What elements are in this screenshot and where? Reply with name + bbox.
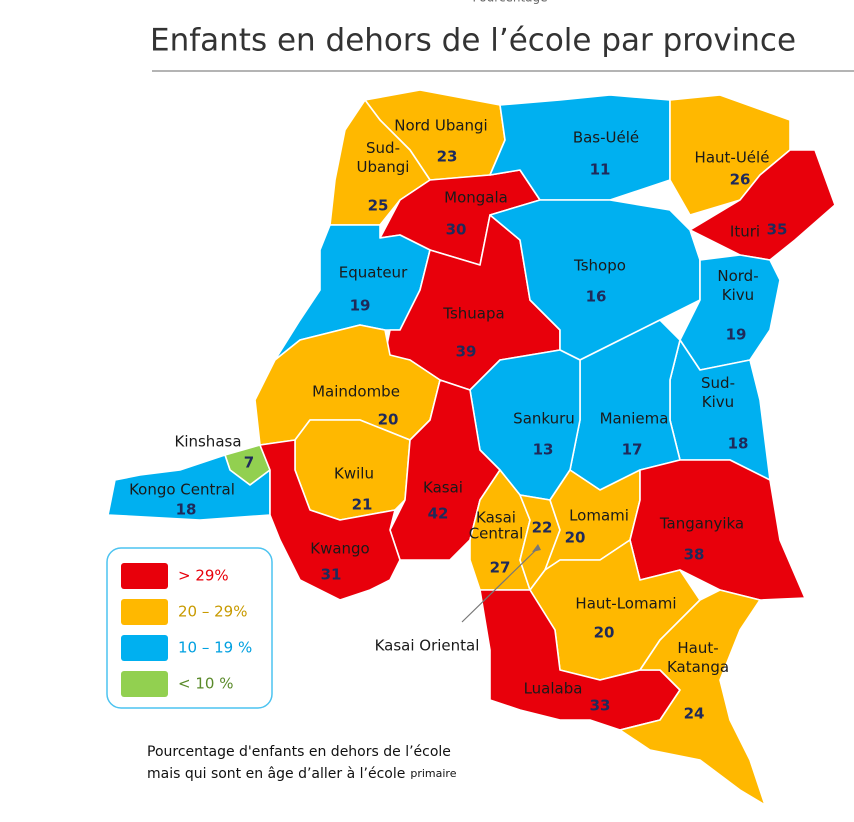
- province-name: Sud-: [701, 374, 735, 392]
- province-value: 25: [368, 197, 389, 215]
- province-name: Kasai Oriental: [375, 637, 480, 655]
- province-name: Kwango: [310, 540, 370, 558]
- province-name: Nord Ubangi: [394, 117, 487, 135]
- province-name: Equateur: [339, 264, 408, 282]
- legend-swatch: [121, 599, 168, 625]
- legend-label: < 10 %: [178, 675, 233, 693]
- province-value: 22: [532, 519, 553, 537]
- province-name: Haut-Uélé: [695, 149, 770, 167]
- province-name: Central: [469, 525, 524, 543]
- province: [679, 254, 781, 371]
- province-value: 19: [350, 297, 371, 315]
- province-name: Kasai: [423, 479, 463, 497]
- province-value: 31: [321, 566, 342, 584]
- province-value: 33: [590, 697, 611, 715]
- province-value: 18: [728, 435, 749, 453]
- province-name: Lomami: [569, 507, 629, 525]
- province-name: Sud-: [366, 139, 400, 157]
- province-value: 17: [622, 441, 643, 459]
- province-name: Ubangi: [357, 158, 410, 176]
- province-name: Kivu: [722, 286, 754, 304]
- province-name: Kinshasa: [174, 433, 241, 451]
- province-name: Maindombe: [312, 383, 400, 401]
- footnote-line2: mais qui sont en âge d’aller à l’école pr…: [147, 766, 457, 782]
- province-value: 18: [176, 501, 197, 519]
- province-value: 20: [594, 624, 615, 642]
- legend-label: > 29%: [178, 567, 229, 585]
- province-name: Katanga: [667, 658, 729, 676]
- legend-label: 20 – 29%: [178, 603, 247, 621]
- province-value: 38: [684, 546, 705, 564]
- province-value: 20: [565, 529, 586, 547]
- footnote-small: primaire: [410, 767, 456, 780]
- province-name: Sankuru: [513, 410, 575, 428]
- province-value: 35: [767, 221, 788, 239]
- province-name: Ituri: [730, 223, 760, 241]
- legend-label: 10 – 19 %: [178, 639, 252, 657]
- province-value: 11: [590, 161, 611, 179]
- province-name: Lualaba: [524, 680, 583, 698]
- province-name: Tanganyika: [659, 515, 744, 533]
- province-value: 21: [352, 496, 373, 514]
- province-name: Maniema: [600, 410, 669, 428]
- province-value: 23: [437, 148, 458, 166]
- province-value: 26: [730, 171, 751, 189]
- province: [329, 99, 431, 226]
- province-name: Kwilu: [334, 465, 374, 483]
- province-name: Tshopo: [573, 257, 626, 275]
- province-value: 39: [456, 343, 477, 361]
- province-name: Bas-Uélé: [573, 129, 639, 147]
- footnote-line1: Pourcentage d'enfants en dehors de l’éco…: [147, 744, 451, 760]
- leader-line: [461, 547, 539, 623]
- title: Enfants en dehors de l’école par provinc…: [150, 23, 796, 59]
- province-name: Nord-: [717, 267, 758, 285]
- legend-swatch: [121, 635, 168, 661]
- leader-arrow: [532, 544, 541, 552]
- top-caption: Pourcentage: [472, 0, 547, 5]
- province-name: Kivu: [702, 393, 734, 411]
- province-value: 20: [378, 411, 399, 429]
- province-value: 7: [244, 454, 254, 472]
- province-name: Haut-: [677, 639, 718, 657]
- legend: > 29% 20 – 29% 10 – 19 % < 10 %: [121, 563, 252, 697]
- province-name: Tshuapa: [442, 305, 504, 323]
- province-name: Kongo Central: [129, 481, 235, 499]
- province: [259, 439, 401, 601]
- province-name: Mongala: [444, 189, 508, 207]
- legend-swatch: [121, 563, 168, 589]
- province-value: 13: [533, 441, 554, 459]
- province: [107, 454, 271, 521]
- province-value: 30: [446, 221, 467, 239]
- province-value: 19: [726, 326, 747, 344]
- legend-swatch: [121, 671, 168, 697]
- footnote-main: mais qui sont en âge d’aller à l’école: [147, 766, 405, 782]
- province-value: 27: [490, 559, 511, 577]
- province-name: Kasai: [476, 509, 516, 527]
- province-value: 24: [684, 705, 705, 723]
- province-value: 42: [428, 505, 449, 523]
- province-name: Haut-Lomami: [575, 595, 676, 613]
- province-value: 16: [586, 288, 607, 306]
- province: [619, 589, 766, 806]
